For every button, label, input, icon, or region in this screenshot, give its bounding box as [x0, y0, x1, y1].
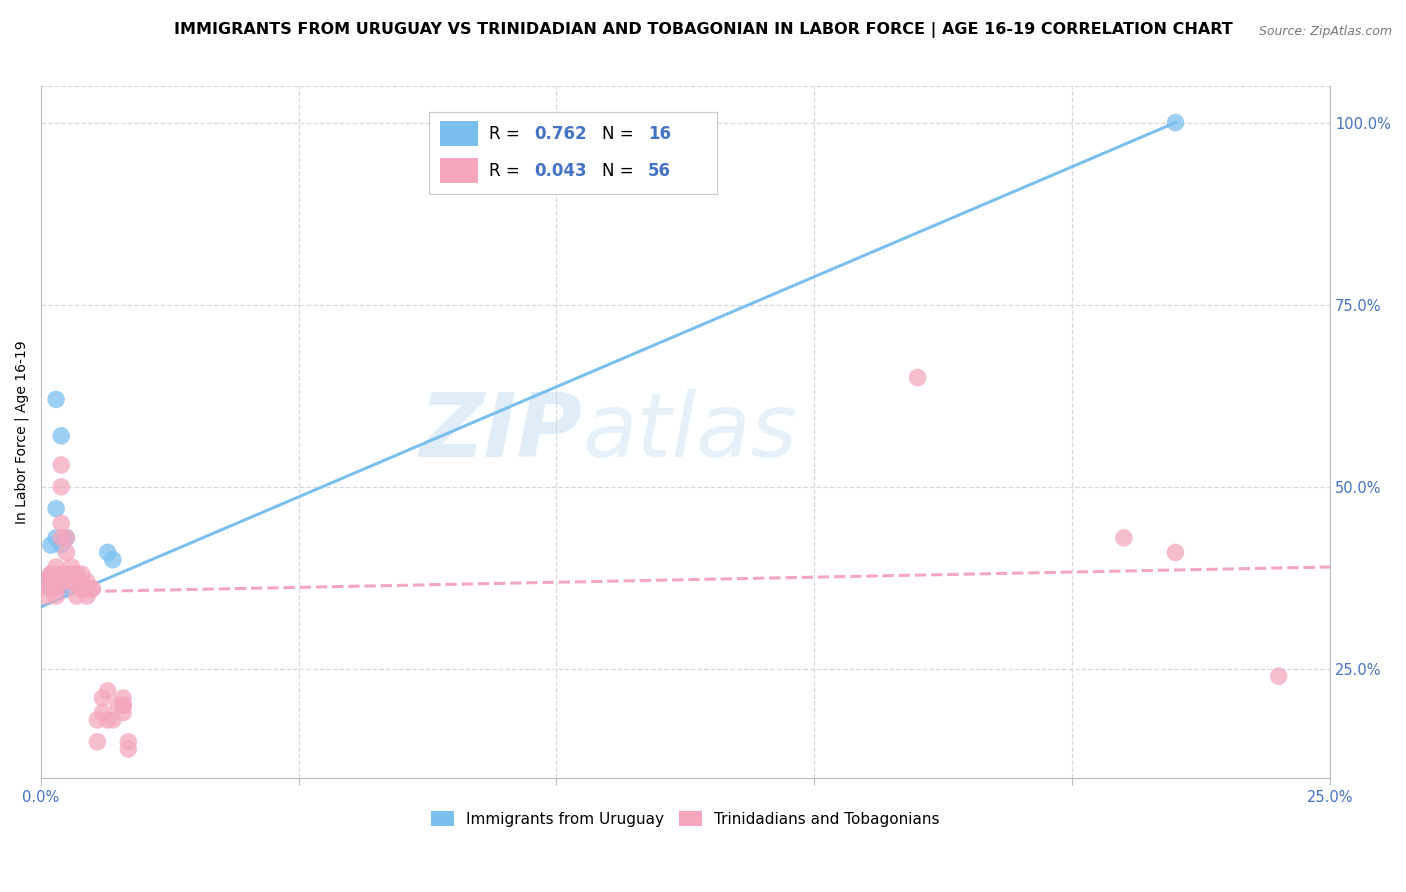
Point — [45, 392, 67, 407]
Text: 56: 56 — [648, 161, 671, 179]
Point — [76, 582, 98, 596]
Point — [97, 545, 120, 559]
Point — [70, 574, 93, 589]
Point — [101, 552, 124, 566]
Point — [51, 429, 73, 443]
Point — [45, 567, 67, 582]
Point — [91, 691, 114, 706]
Point — [112, 698, 135, 713]
Point — [55, 574, 77, 589]
Text: atlas: atlas — [582, 389, 797, 475]
Point — [39, 567, 62, 582]
Point — [35, 574, 58, 589]
Point — [86, 735, 108, 749]
Point — [51, 516, 73, 531]
Point — [39, 574, 62, 589]
Point — [91, 706, 114, 720]
Point — [45, 560, 67, 574]
Point — [45, 531, 67, 545]
FancyBboxPatch shape — [440, 158, 478, 183]
Point — [51, 531, 73, 545]
Point — [39, 567, 62, 582]
Point — [39, 582, 62, 596]
Point — [86, 713, 108, 727]
Text: 16: 16 — [648, 125, 671, 143]
Point — [35, 589, 58, 603]
Point — [45, 589, 67, 603]
Point — [55, 531, 77, 545]
Point — [60, 574, 83, 589]
Point — [70, 582, 93, 596]
Point — [51, 458, 73, 472]
Point — [60, 560, 83, 574]
Point — [112, 691, 135, 706]
Point — [39, 567, 62, 582]
Y-axis label: In Labor Force | Age 16-19: In Labor Force | Age 16-19 — [15, 341, 30, 524]
Text: IMMIGRANTS FROM URUGUAY VS TRINIDADIAN AND TOBAGONIAN IN LABOR FORCE | AGE 16-19: IMMIGRANTS FROM URUGUAY VS TRINIDADIAN A… — [173, 22, 1233, 38]
Point — [66, 589, 89, 603]
Point — [51, 567, 73, 582]
Text: 0.762: 0.762 — [534, 125, 586, 143]
Point — [39, 538, 62, 552]
Point — [51, 480, 73, 494]
Point — [35, 574, 58, 589]
Point — [76, 574, 98, 589]
Point — [66, 567, 89, 582]
Point — [55, 531, 77, 545]
Point — [1112, 531, 1135, 545]
Text: ZIP: ZIP — [419, 389, 582, 475]
Text: Source: ZipAtlas.com: Source: ZipAtlas.com — [1258, 25, 1392, 38]
Point — [66, 574, 89, 589]
Point — [117, 735, 139, 749]
Point — [112, 698, 135, 713]
Point — [60, 567, 83, 582]
Point — [45, 501, 67, 516]
Point — [101, 713, 124, 727]
FancyBboxPatch shape — [440, 121, 478, 146]
Point — [112, 698, 135, 713]
Point — [70, 567, 93, 582]
Point — [55, 567, 77, 582]
Point — [117, 742, 139, 756]
Point — [70, 582, 93, 596]
Point — [76, 589, 98, 603]
Point — [97, 713, 120, 727]
Point — [1164, 115, 1187, 129]
Point — [60, 567, 83, 582]
Point — [39, 582, 62, 596]
Point — [112, 706, 135, 720]
Point — [1267, 669, 1289, 683]
Point — [97, 683, 120, 698]
Point — [82, 582, 104, 596]
Point — [35, 574, 58, 589]
Point — [1164, 545, 1187, 559]
Text: R =: R = — [489, 161, 520, 179]
Text: R =: R = — [489, 125, 520, 143]
Legend: Immigrants from Uruguay, Trinidadians and Tobagonians: Immigrants from Uruguay, Trinidadians an… — [425, 805, 946, 833]
Point — [907, 370, 929, 384]
Point — [55, 582, 77, 596]
Point — [82, 582, 104, 596]
Point — [45, 582, 67, 596]
Point — [55, 567, 77, 582]
Point — [51, 538, 73, 552]
Text: N =: N = — [602, 125, 633, 143]
Point — [45, 574, 67, 589]
Text: N =: N = — [602, 161, 633, 179]
Text: 0.043: 0.043 — [534, 161, 586, 179]
Point — [55, 545, 77, 559]
Point — [107, 698, 129, 713]
Point — [66, 567, 89, 582]
